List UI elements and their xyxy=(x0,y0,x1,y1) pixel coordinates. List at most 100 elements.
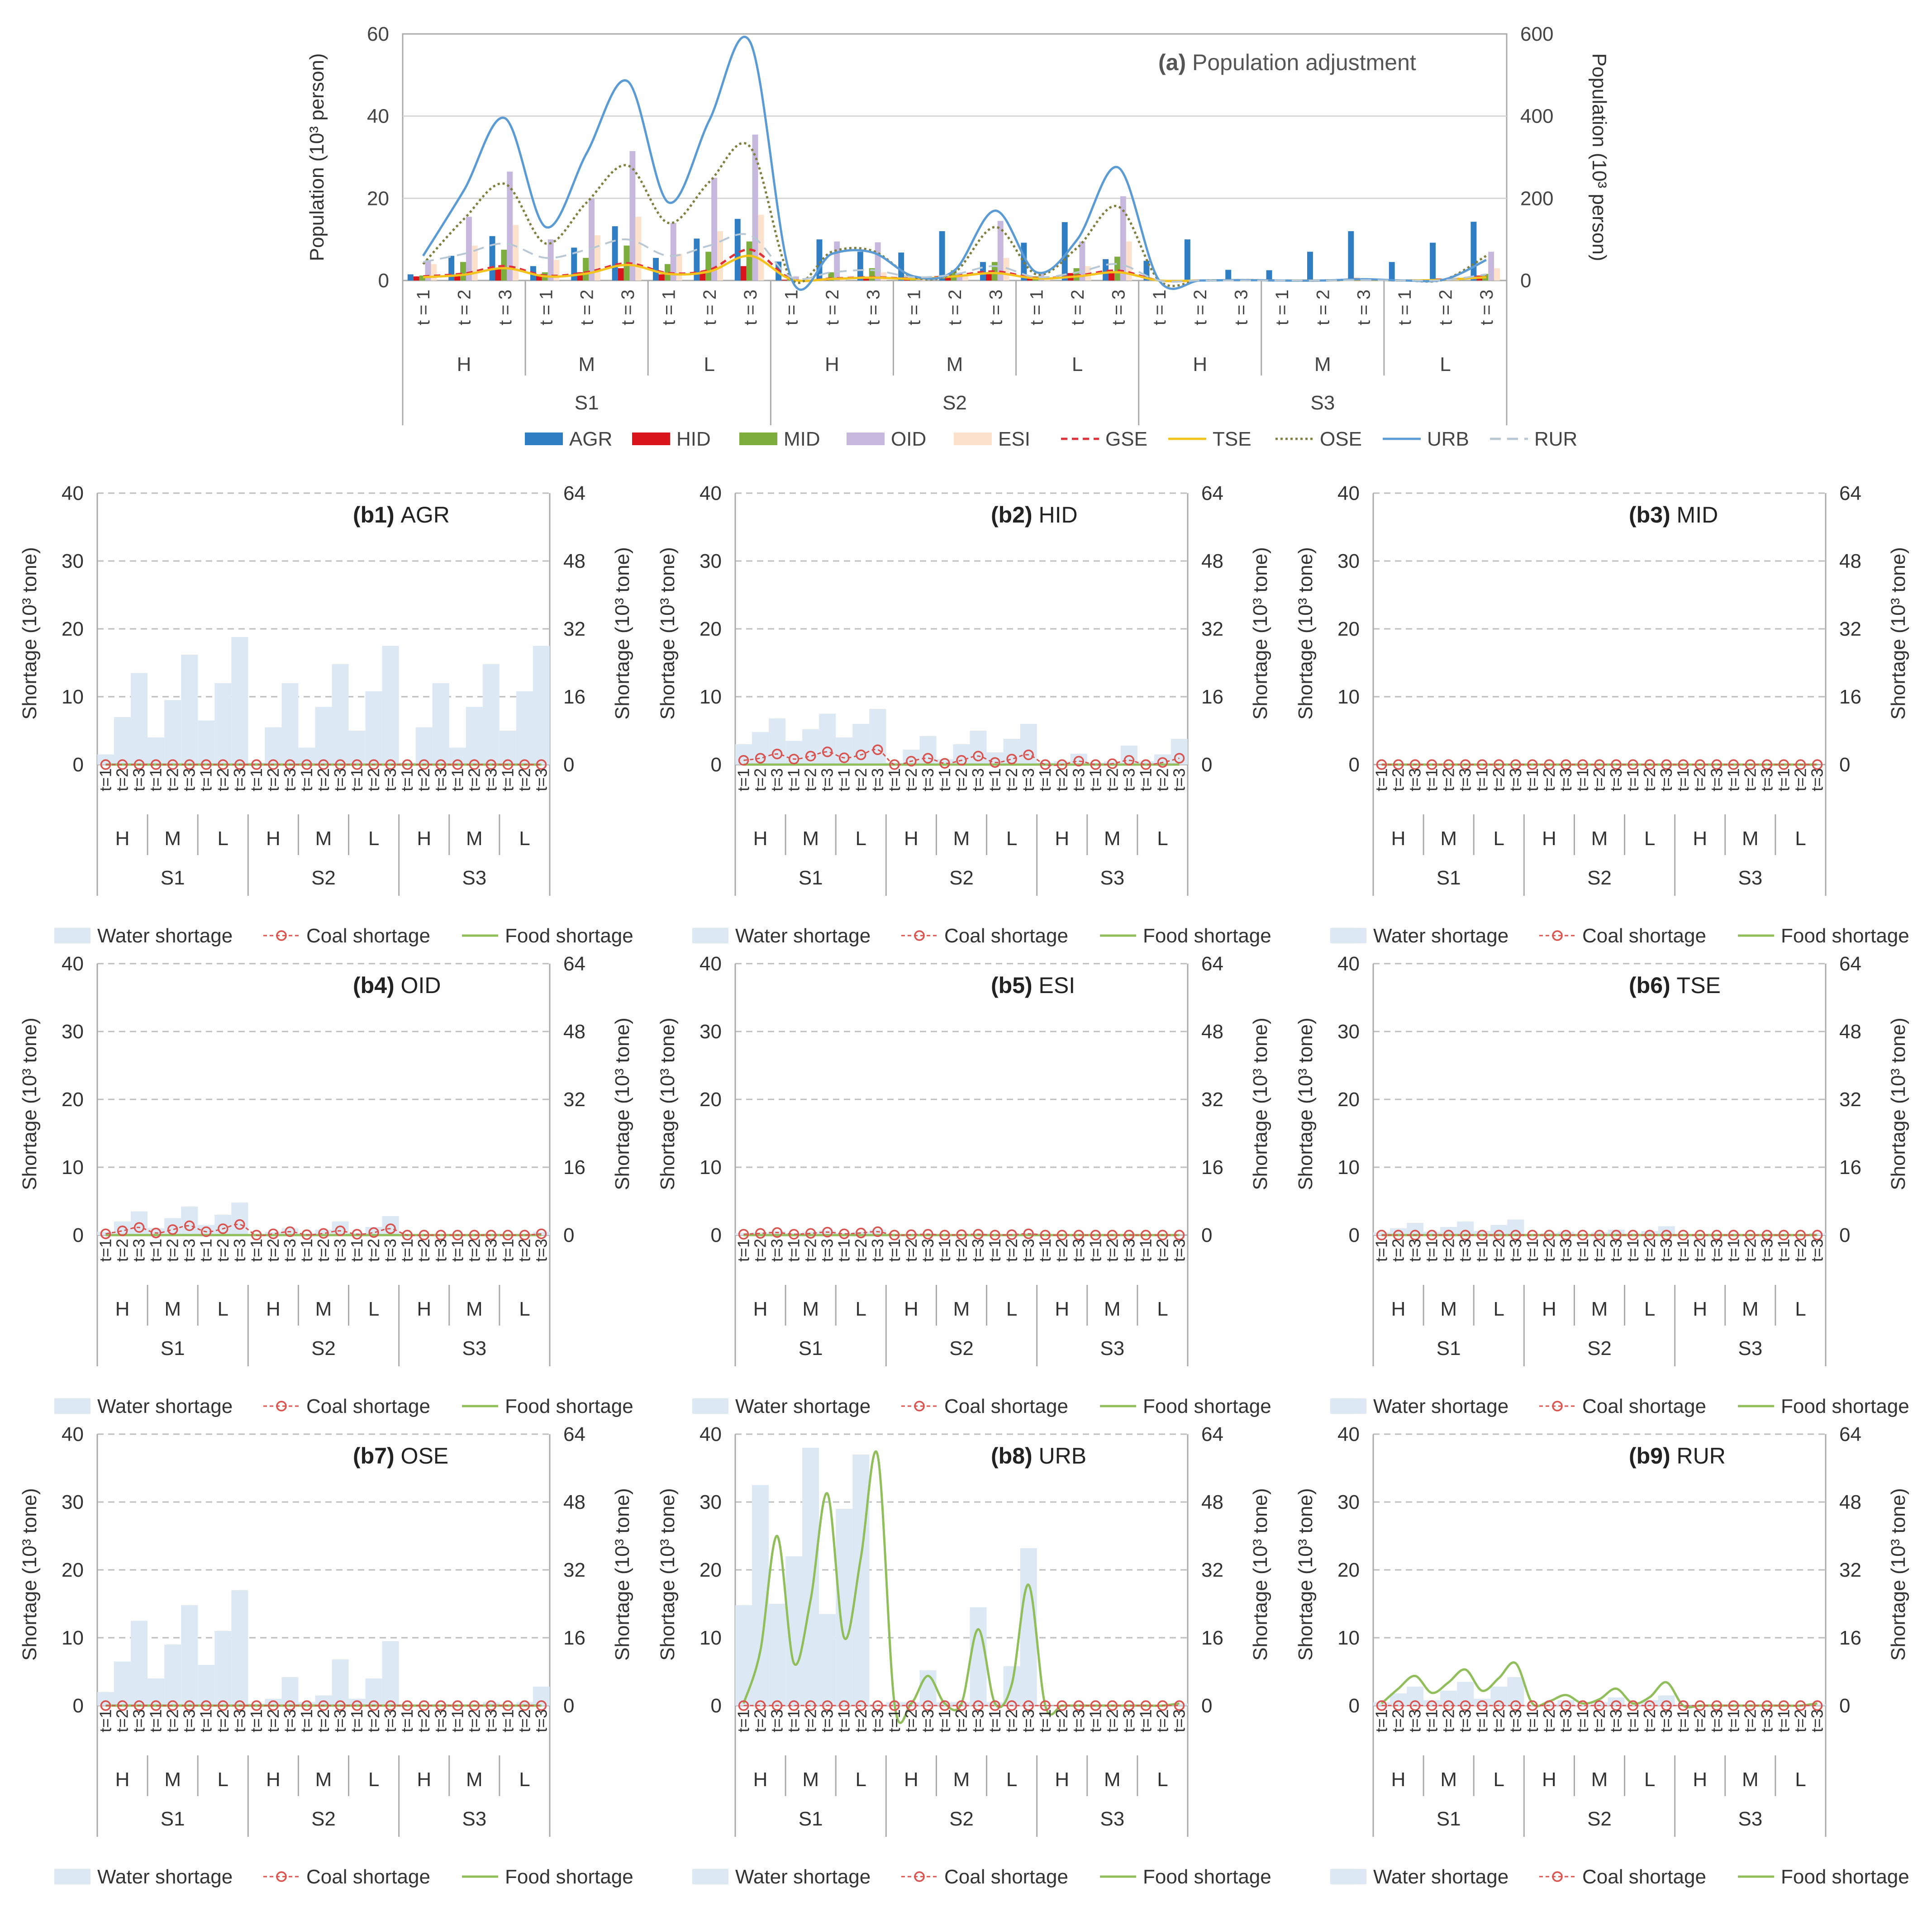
y-tick-right: 0 xyxy=(1839,1224,1850,1246)
bar-water-shortage xyxy=(231,1590,248,1706)
x-tick-label: t = 2 xyxy=(1313,290,1333,325)
bar-mid xyxy=(460,262,466,280)
y-tick-right: 0 xyxy=(563,754,574,776)
y-tick-left: 10 xyxy=(1337,1156,1360,1179)
x-tick-label: t=2 xyxy=(952,768,971,791)
x-tick-label: t=2 xyxy=(163,1239,182,1262)
bar-esi xyxy=(635,217,641,280)
x-tick-label: t=1 xyxy=(247,1239,266,1262)
y-tick-left: 20 xyxy=(1337,618,1360,640)
x-tick-label: t=3 xyxy=(281,1709,299,1732)
bar-esi xyxy=(513,225,519,280)
x-tick-label: t=1 xyxy=(347,768,366,791)
x-tick-label: t=2 xyxy=(214,1239,232,1262)
chart-title-label: (b4) xyxy=(353,973,401,998)
bar-water-shortage xyxy=(181,655,198,765)
x-tick-label: t=3 xyxy=(1019,768,1037,791)
x-level-label: M xyxy=(164,1768,181,1791)
x-level-label: H xyxy=(753,827,768,850)
bar-water-shortage xyxy=(1574,1705,1591,1706)
figure: 02040600200400600Population (10³ person)… xyxy=(0,0,1932,1911)
bar-water-shortage xyxy=(214,1631,231,1706)
legend-label-food-shortage: Food shortage xyxy=(1781,1866,1909,1888)
bar-water-shortage xyxy=(533,1687,550,1706)
x-tick-label: t=1 xyxy=(1473,1709,1491,1732)
x-tick-label: t=2 xyxy=(515,1239,533,1262)
x-tick-label: t=1 xyxy=(197,1709,215,1732)
x-level-label: M xyxy=(947,353,963,376)
bar-water-shortage xyxy=(852,724,869,765)
bar-water-shortage xyxy=(769,1604,785,1706)
panel-b1-agr: 010203040016324864Shortage (10³ tone) Sho… xyxy=(19,482,633,947)
y-tick-right: 400 xyxy=(1520,105,1553,128)
y-tick-right: 16 xyxy=(1839,686,1861,708)
x-tick-label: t=2 xyxy=(465,768,483,791)
bar-agr xyxy=(1430,242,1436,280)
x-tick-label: t=2 xyxy=(1741,1239,1759,1262)
legend-label-coal-shortage: Coal shortage xyxy=(1582,1395,1706,1417)
chart-title-label: (b9) xyxy=(1629,1443,1677,1469)
y-axis-label-left: Shortage (10³ tone) xyxy=(657,1488,679,1661)
chart-title: (b9) RUR xyxy=(1629,1443,1726,1469)
chart-title: (a) Population adjustment xyxy=(1158,50,1416,75)
x-tick-label: t=2 xyxy=(113,1239,132,1262)
y-tick-left: 10 xyxy=(700,686,722,708)
x-tick-label: t=2 xyxy=(1002,768,1021,791)
x-level-label: L xyxy=(1157,1768,1168,1791)
y-tick-left: 20 xyxy=(700,1559,722,1581)
x-tick-label: t=1 xyxy=(1674,1239,1692,1262)
x-tick-label: t=3 xyxy=(331,1709,349,1732)
x-level-label: H xyxy=(1055,1298,1069,1320)
bar-water-shortage xyxy=(533,646,550,765)
x-tick-label: t = 3 xyxy=(495,290,515,325)
y-tick-left: 20 xyxy=(62,618,84,640)
bar-water-shortage xyxy=(769,718,785,765)
legend-swatch-water-shortage xyxy=(1330,928,1366,943)
panel-b2-hid: 010203040016324864Shortage (10³ tone) Sho… xyxy=(657,482,1271,947)
x-tick-label: t=3 xyxy=(1556,768,1575,791)
legend-label-gse: GSE xyxy=(1105,428,1147,450)
bar-agr xyxy=(1225,270,1231,280)
bar-water-shortage xyxy=(131,1621,148,1706)
x-tick-label: t=2 xyxy=(1439,1239,1458,1262)
bar-water-shortage xyxy=(114,717,131,765)
panel-b5-esi: 010203040016324864Shortage (10³ tone) Sho… xyxy=(657,953,1271,1417)
panel-b8-urb: 010203040016324864Shortage (10³ tone) Sho… xyxy=(657,1423,1271,1888)
x-tick-label: t=1 xyxy=(1423,1709,1441,1732)
x-tick-label: t=2 xyxy=(264,768,282,791)
x-level-label: L xyxy=(1644,827,1655,850)
y-axis-label-right: Shortage (10³ tone) xyxy=(611,1488,633,1661)
y-tick-right: 0 xyxy=(1520,270,1531,292)
bar-water-shortage xyxy=(802,729,819,765)
chart-title-label: (b3) xyxy=(1629,502,1677,528)
x-scenario-label: S1 xyxy=(1437,1337,1461,1360)
x-tick-label: t=2 xyxy=(1052,768,1071,791)
y-tick-left: 10 xyxy=(700,1156,722,1179)
legend-label-food-shortage: Food shortage xyxy=(1781,925,1909,947)
bar-mid xyxy=(747,242,752,280)
x-tick-label: t=3 xyxy=(1707,768,1726,791)
bar-oid xyxy=(629,151,635,280)
legend-swatch-water-shortage xyxy=(54,928,90,943)
y-tick-right: 16 xyxy=(563,686,585,708)
y-tick-left: 40 xyxy=(1337,953,1360,975)
x-tick-label: t=3 xyxy=(868,768,887,791)
x-tick-label: t=3 xyxy=(532,768,550,791)
y-tick-right: 0 xyxy=(1201,1695,1212,1717)
x-level-label: L xyxy=(519,827,530,850)
y-tick-left: 20 xyxy=(62,1089,84,1111)
x-tick-label: t=3 xyxy=(818,768,837,791)
x-tick-label: t=3 xyxy=(969,1239,987,1262)
x-tick-label: t=1 xyxy=(1573,1239,1592,1262)
x-level-label: L xyxy=(704,353,715,376)
y-axis-label-right: Shortage (10³ tone) xyxy=(1249,1017,1271,1190)
chart-title-text: HID xyxy=(1039,502,1078,528)
bar-water-shortage xyxy=(332,1222,349,1235)
y-tick-right: 600 xyxy=(1520,23,1553,45)
bar-mid xyxy=(583,258,589,280)
bar-oid xyxy=(589,198,595,280)
x-tick-label: t=1 xyxy=(1674,1709,1692,1732)
x-tick-label: t=3 xyxy=(1757,1709,1776,1732)
bar-water-shortage xyxy=(1490,1687,1507,1706)
x-tick-label: t=2 xyxy=(801,1239,820,1262)
